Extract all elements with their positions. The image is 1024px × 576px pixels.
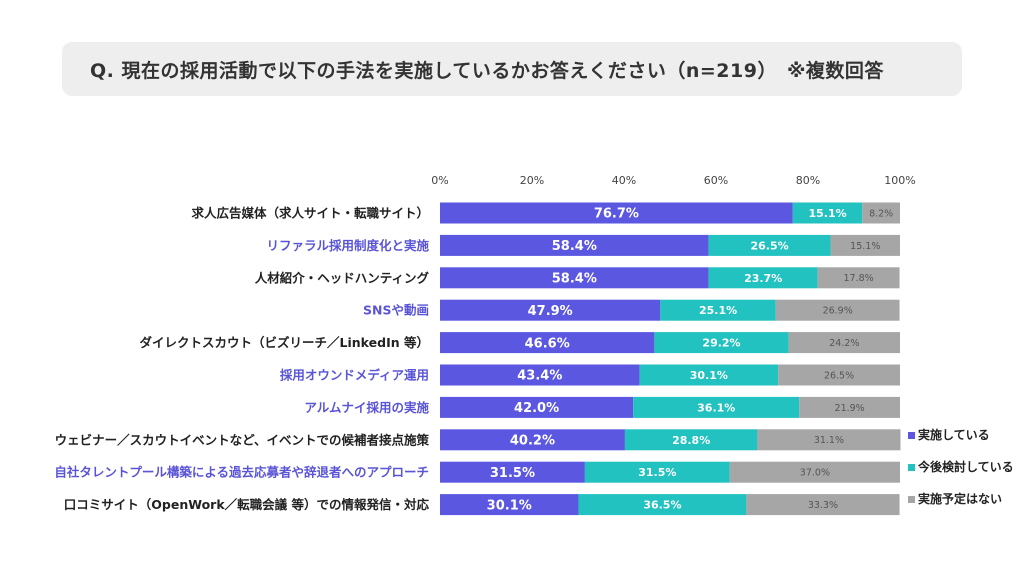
bar-segment [708, 267, 818, 289]
category-label: リファラル採用制度化と実施 [266, 238, 429, 253]
data-label: 23.7% [744, 272, 782, 285]
bar-segment [729, 461, 900, 483]
data-label: 25.1% [699, 304, 737, 317]
x-tick-label: 80% [796, 174, 820, 187]
bar-segment [440, 429, 625, 451]
bar-segment [440, 234, 709, 256]
data-label: 30.1% [487, 498, 532, 513]
question-title: Q. 現在の採用活動で以下の手法を実施しているかお答えください（n=219） ※… [90, 59, 884, 82]
bar-segment [578, 494, 747, 516]
data-label: 21.9% [835, 403, 865, 414]
data-label: 58.4% [552, 239, 597, 254]
data-label: 15.1% [850, 241, 880, 252]
bar-segment [862, 202, 900, 224]
bar-segment [708, 234, 831, 256]
data-label: 46.6% [525, 336, 570, 351]
x-tick-label: 60% [704, 174, 728, 187]
bar-segment [746, 494, 900, 516]
data-label: 26.5% [751, 239, 789, 252]
bar-segment [440, 299, 661, 321]
bar-segment [792, 202, 863, 224]
data-label: 26.9% [823, 306, 853, 317]
category-label: 口コミサイト（OpenWork／転職会議 等）での情報発信・対応 [64, 497, 430, 512]
data-label: 31.5% [490, 466, 535, 481]
bar-segment [584, 461, 730, 483]
bar-segment [788, 332, 900, 354]
bar-segment [817, 267, 900, 289]
x-tick-label: 20% [520, 174, 544, 187]
data-label: 47.9% [528, 304, 573, 319]
data-label: 43.4% [517, 369, 562, 384]
bar-segment [778, 364, 900, 386]
bar-segment [440, 461, 585, 483]
data-label: 33.3% [808, 500, 838, 511]
legend-swatch [908, 432, 915, 439]
x-tick-label: 100% [884, 174, 915, 187]
category-label: ウェビナー／スカウトイベントなど、イベントでの候補者接点施策 [55, 432, 430, 447]
x-tick-label: 40% [612, 174, 636, 187]
bar-segment [660, 299, 776, 321]
bar-segment [633, 396, 800, 418]
x-tick-label: 0% [431, 174, 448, 187]
data-label: 24.2% [829, 338, 859, 349]
legend-swatch [908, 496, 915, 503]
bar-segment [440, 267, 709, 289]
category-label: ダイレクトスカウト（ビズリーチ／LinkedIn 等） [140, 335, 429, 350]
data-label: 15.1% [808, 207, 846, 220]
data-label: 42.0% [514, 401, 559, 416]
data-label: 58.4% [552, 271, 597, 286]
bar-segment [440, 494, 579, 516]
bar-segment [624, 429, 758, 451]
legend-label: 今後検討している [917, 459, 1014, 474]
data-label: 30.1% [690, 369, 728, 382]
data-label: 28.8% [672, 434, 710, 447]
bar-segment [757, 429, 901, 451]
category-label: SNSや動画 [363, 303, 429, 318]
data-label: 31.5% [638, 466, 676, 479]
category-label: 求人広告媒体（求人サイト・転職サイト） [191, 206, 429, 221]
question-title-box: Q. 現在の採用活動で以下の手法を実施しているかお答えください（n=219） ※… [62, 42, 962, 96]
data-label: 36.5% [643, 499, 681, 512]
category-label: 人材紹介・ヘッドハンティング [255, 270, 430, 285]
category-label: 採用オウンドメディア運用 [280, 368, 429, 383]
data-label: 29.2% [702, 337, 740, 350]
legend-swatch [908, 464, 915, 471]
bar-segment [654, 332, 789, 354]
data-label: 37.0% [800, 468, 830, 479]
legend-label: 実施している [918, 427, 990, 442]
bar-segment [440, 332, 655, 354]
bar-segment [775, 299, 900, 321]
data-label: 31.1% [814, 435, 844, 446]
bar-segment [799, 396, 900, 418]
bar-segment [440, 202, 793, 224]
data-label: 17.8% [844, 273, 874, 284]
bar-segment [440, 396, 634, 418]
data-label: 8.2% [869, 208, 893, 219]
data-label: 76.7% [594, 207, 639, 222]
category-label: 自社タレントプール構築による過去応募者や辞退者へのアプローチ [54, 465, 429, 480]
category-label: アルムナイ採用の実施 [304, 400, 429, 415]
legend-label: 実施予定はない [918, 491, 1002, 506]
data-label: 40.2% [510, 433, 555, 448]
bar-segment [639, 364, 779, 386]
bar-segment [830, 234, 900, 256]
data-label: 36.1% [697, 401, 735, 414]
data-label: 26.5% [824, 370, 854, 381]
bar-segment [440, 364, 640, 386]
